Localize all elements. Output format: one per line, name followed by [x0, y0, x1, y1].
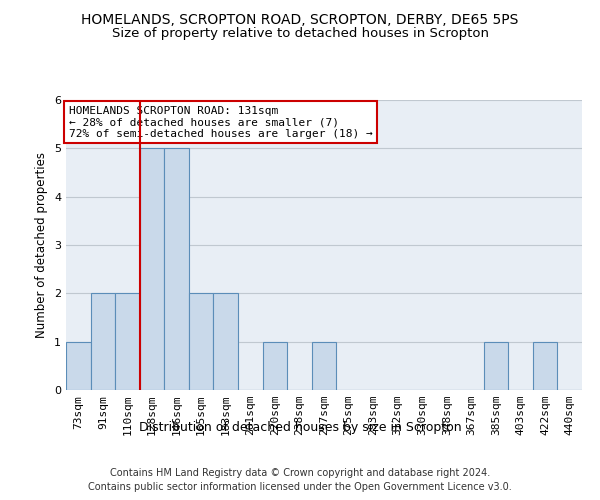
- Bar: [115, 294, 140, 390]
- Bar: [189, 294, 214, 390]
- Text: Distribution of detached houses by size in Scropton: Distribution of detached houses by size …: [139, 421, 461, 434]
- Bar: [312, 342, 336, 390]
- Text: Size of property relative to detached houses in Scropton: Size of property relative to detached ho…: [112, 28, 488, 40]
- Bar: [214, 294, 238, 390]
- Text: Contains public sector information licensed under the Open Government Licence v3: Contains public sector information licen…: [88, 482, 512, 492]
- Y-axis label: Number of detached properties: Number of detached properties: [35, 152, 49, 338]
- Text: HOMELANDS, SCROPTON ROAD, SCROPTON, DERBY, DE65 5PS: HOMELANDS, SCROPTON ROAD, SCROPTON, DERB…: [82, 12, 518, 26]
- Bar: [263, 342, 287, 390]
- Bar: [164, 148, 189, 390]
- Bar: [66, 342, 91, 390]
- Bar: [140, 148, 164, 390]
- Text: HOMELANDS SCROPTON ROAD: 131sqm
← 28% of detached houses are smaller (7)
72% of : HOMELANDS SCROPTON ROAD: 131sqm ← 28% of…: [68, 106, 373, 139]
- Text: Contains HM Land Registry data © Crown copyright and database right 2024.: Contains HM Land Registry data © Crown c…: [110, 468, 490, 477]
- Bar: [533, 342, 557, 390]
- Bar: [484, 342, 508, 390]
- Bar: [91, 294, 115, 390]
